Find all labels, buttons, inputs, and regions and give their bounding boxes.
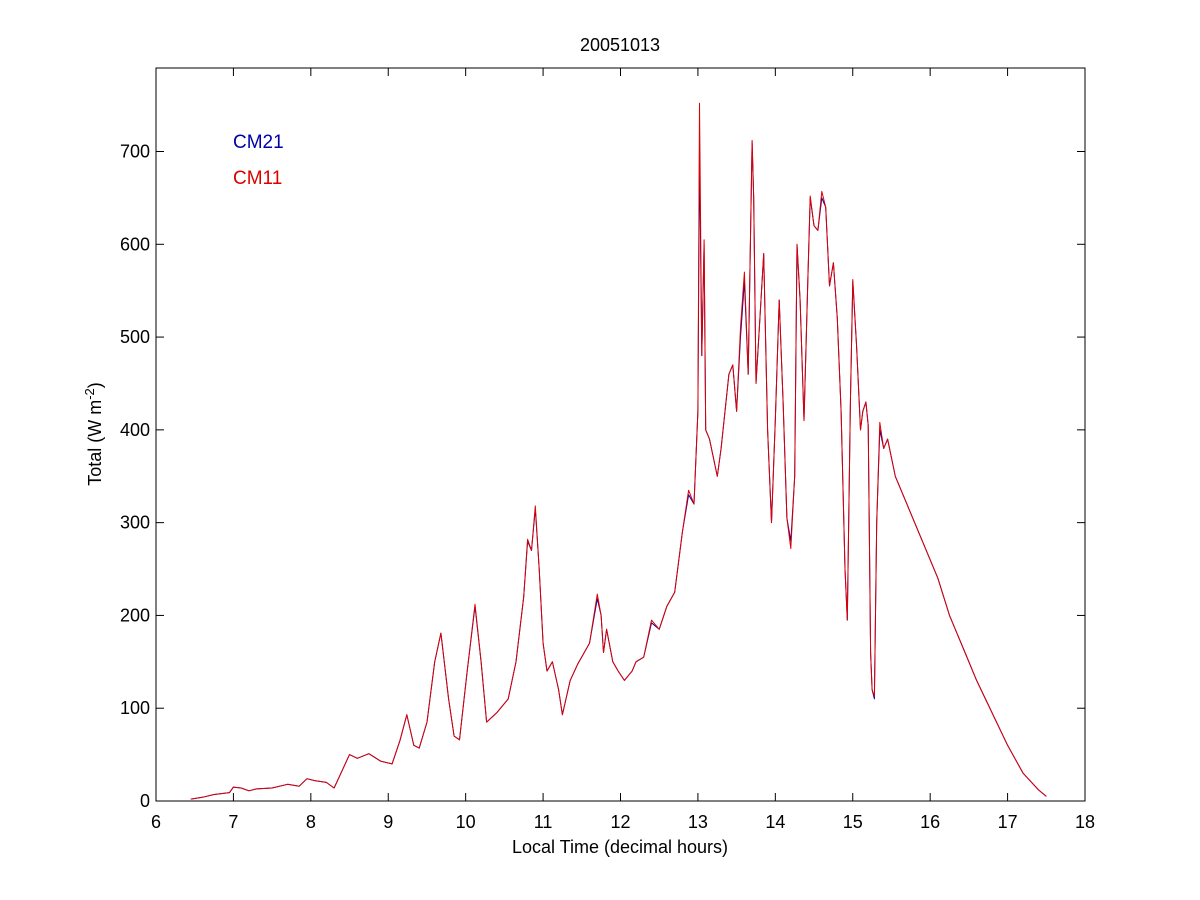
x-tick-label: 7 xyxy=(228,812,238,832)
x-tick-label: 10 xyxy=(456,812,476,832)
legend-label-cm11: CM11 xyxy=(233,168,282,189)
series-line-cm11 xyxy=(190,102,1047,800)
x-tick-label: 13 xyxy=(688,812,708,832)
y-tick-label: 400 xyxy=(120,420,150,440)
x-tick-label: 11 xyxy=(534,812,553,832)
y-tick-label: 500 xyxy=(120,327,150,347)
y-tick-label: 100 xyxy=(120,698,150,718)
y-tick-label: 700 xyxy=(120,142,150,162)
x-tick-label: 12 xyxy=(610,812,630,832)
y-axis-label-superscript: -2 xyxy=(82,388,97,400)
plot-area: 6 7 8 9 10 11 12 13 14 15 16 17 18 0 100 200 300 400 500 60… xyxy=(120,67,1095,832)
y-axis-label-close: ) xyxy=(85,382,105,388)
y-axis-label-main: Total (W m xyxy=(85,400,105,486)
y-tick-label: 0 xyxy=(140,791,150,811)
y-tick-label: 300 xyxy=(120,513,150,533)
x-tick-label: 15 xyxy=(843,812,863,832)
x-tick-label: 8 xyxy=(306,812,316,832)
x-tick-label: 17 xyxy=(998,812,1018,832)
chart-title: 20051013 xyxy=(580,35,660,55)
x-tick-label: 16 xyxy=(920,812,940,832)
x-tick-label: 14 xyxy=(765,812,785,832)
legend-label-cm21: CM21 xyxy=(233,132,284,153)
y-axis-label: Total (W m-2) xyxy=(82,382,105,486)
x-tick-label: 6 xyxy=(151,812,161,832)
y-tick-label: 600 xyxy=(120,234,150,254)
x-tick-label: 18 xyxy=(1075,812,1095,832)
x-axis-label: Local Time (decimal hours) xyxy=(512,837,728,857)
y-tick-label: 200 xyxy=(120,605,150,625)
x-tick-label: 9 xyxy=(383,812,393,832)
